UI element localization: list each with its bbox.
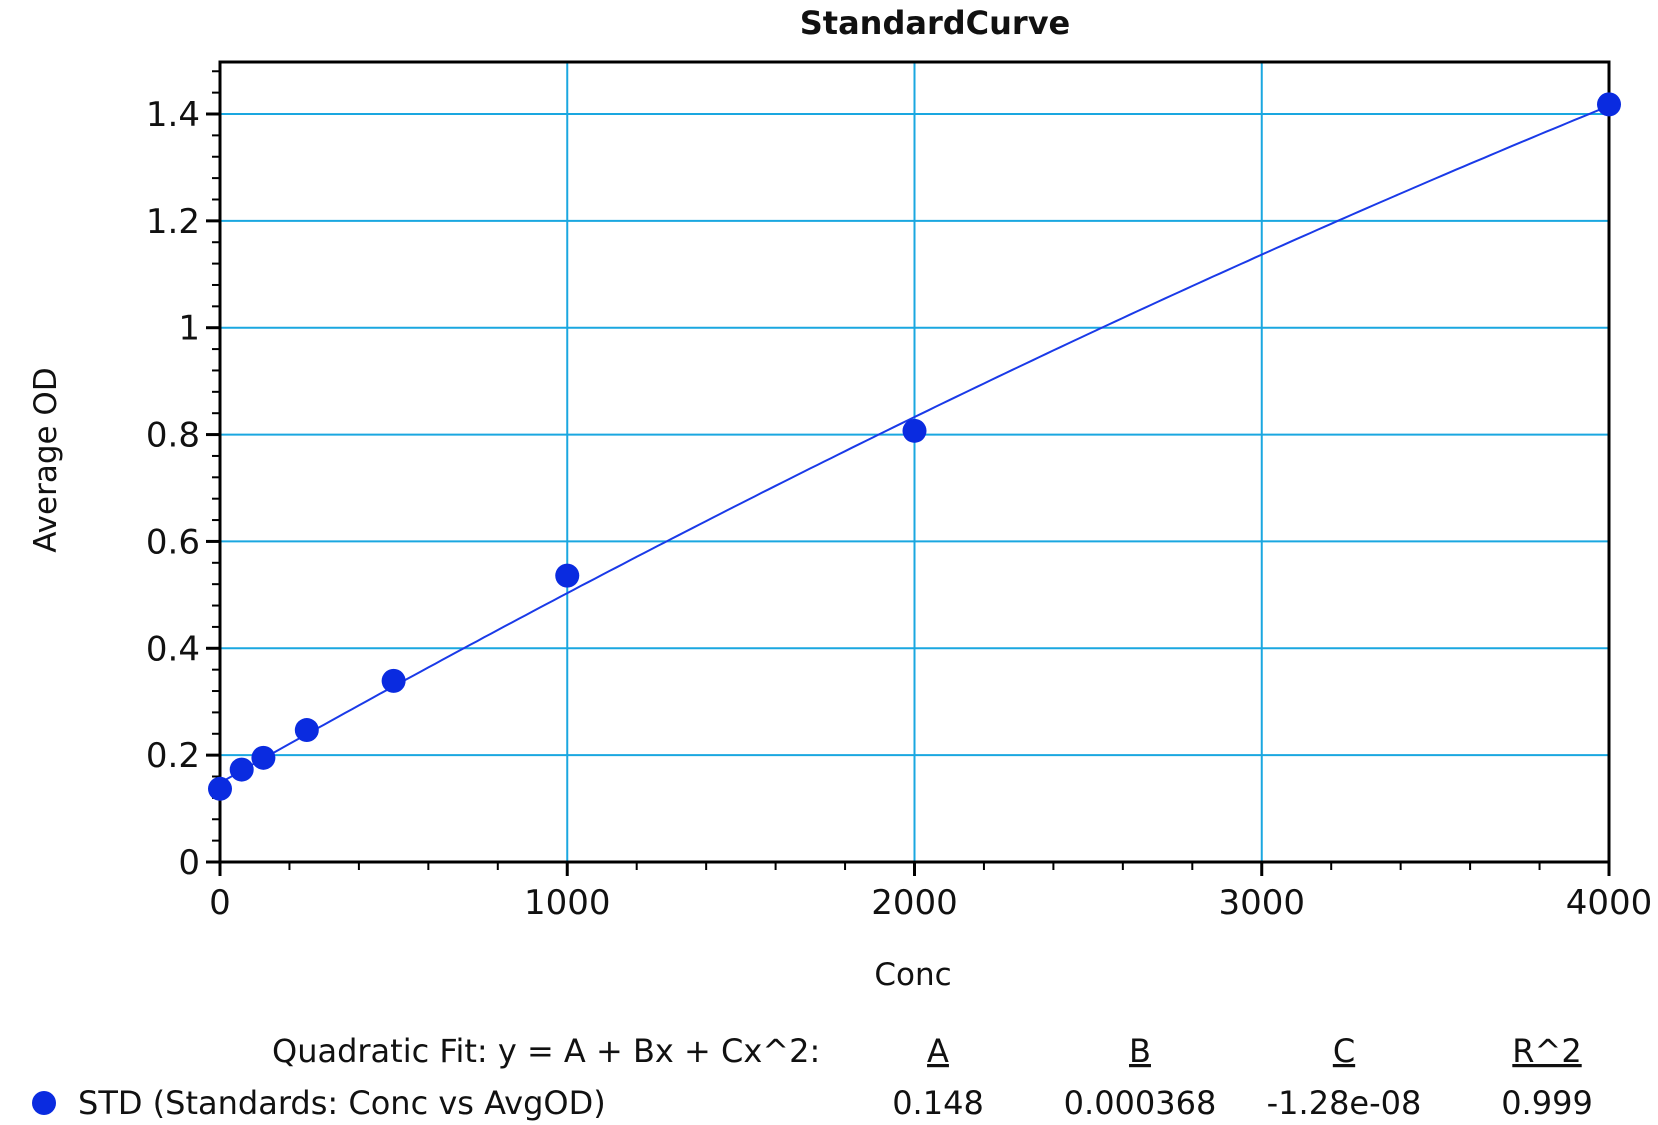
fit-value-c: -1.28e-08 <box>1267 1084 1422 1122</box>
x-tick-label: 1000 <box>524 883 611 923</box>
x-tick-label: 0 <box>209 883 231 923</box>
data-point <box>1597 92 1621 117</box>
fit-value-r2: 0.999 <box>1501 1084 1593 1122</box>
fit-value-b: 0.000368 <box>1064 1084 1217 1122</box>
fit-values: 0.148 0.000368 -1.28e-08 0.999 <box>892 1084 1593 1122</box>
fit-equation-label: Quadratic Fit: y = A + Bx + Cx^2: <box>272 1032 820 1070</box>
fit-curve-path <box>219 104 1610 784</box>
y-axis-label: Average OD <box>28 367 64 552</box>
fit-header-r2: R^2 <box>1512 1032 1581 1070</box>
fit-header-b: B <box>1129 1032 1151 1070</box>
data-point <box>229 757 254 782</box>
fit-header-c: C <box>1333 1032 1355 1070</box>
x-axis-label: Conc <box>874 957 951 993</box>
fit-curve <box>219 104 1610 784</box>
y-tick-label: 0 <box>178 843 200 883</box>
data-point <box>381 668 406 693</box>
y-tick-label: 0.2 <box>146 736 200 776</box>
data-point <box>251 745 276 770</box>
y-tick-label: 1.4 <box>146 95 200 135</box>
axis-ticks: 0 1000 2000 3000 4000 0 0.2 0.4 0.6 0.8 1 1.2 1.4 <box>146 70 1653 923</box>
x-tick-label: 3000 <box>1218 883 1305 923</box>
fit-header-a: A <box>927 1032 949 1070</box>
y-tick-label: 0.6 <box>146 522 200 562</box>
data-points <box>208 92 1621 801</box>
data-point <box>555 563 580 588</box>
grid <box>220 62 1609 862</box>
y-tick-label: 1.2 <box>146 202 200 242</box>
y-tick-label: 0.4 <box>146 629 200 669</box>
legend-marker <box>32 1091 56 1115</box>
chart-title: StandardCurve <box>800 4 1071 42</box>
legend-series-label: STD (Standards: Conc vs AvgOD) <box>78 1084 606 1122</box>
fit-value-a: 0.148 <box>892 1084 984 1122</box>
data-point <box>902 418 927 443</box>
x-tick-label: 2000 <box>871 883 958 923</box>
fit-headers: A B C R^2 <box>927 1032 1582 1070</box>
data-point <box>208 776 232 801</box>
y-tick-label: 1 <box>178 309 200 349</box>
y-tick-label: 0.8 <box>146 416 200 456</box>
x-tick-label: 4000 <box>1566 883 1653 923</box>
data-point <box>294 718 319 743</box>
